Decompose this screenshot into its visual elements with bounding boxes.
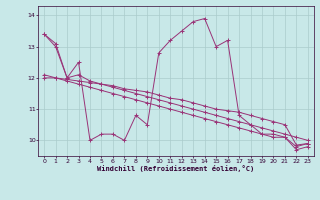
X-axis label: Windchill (Refroidissement éolien,°C): Windchill (Refroidissement éolien,°C) (97, 165, 255, 172)
